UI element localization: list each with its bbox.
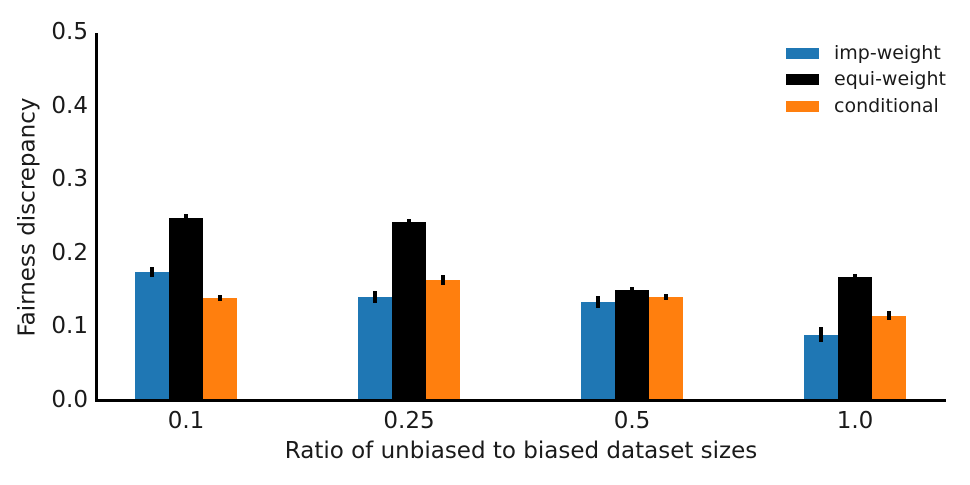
error-bar	[596, 296, 600, 309]
error-bar	[630, 286, 634, 293]
legend-item-imp-weight: imp-weight	[786, 43, 941, 63]
error-bar	[441, 275, 445, 286]
y-axis-label: Fairness discrepancy	[14, 97, 41, 337]
x-tick-label: 1.0	[836, 408, 874, 434]
legend-label: equi-weight	[834, 68, 946, 90]
bar-imp-weight	[581, 302, 615, 401]
legend-item-equi-weight: equi-weight	[786, 70, 946, 90]
legend-swatch-icon	[786, 74, 819, 85]
error-bar	[373, 291, 377, 304]
x-axis-label: Ratio of unbiased to biased dataset size…	[284, 438, 758, 464]
bar-equi-weight	[838, 277, 872, 401]
x-tick-label: 0.1	[167, 408, 205, 434]
y-tick-label: 0.2	[51, 239, 88, 266]
error-bar	[150, 267, 154, 278]
error-bar	[853, 274, 857, 281]
error-bar	[887, 311, 891, 321]
y-tick-label: 0.5	[51, 19, 88, 46]
bar-imp-weight	[358, 297, 392, 401]
error-bar	[664, 294, 668, 301]
legend-swatch-icon	[786, 47, 819, 59]
bar-conditional	[426, 280, 460, 401]
bar-conditional	[872, 315, 906, 401]
bar-conditional	[649, 297, 683, 401]
bar-conditional	[203, 297, 237, 401]
error-bar	[184, 214, 188, 222]
bar-equi-weight	[392, 222, 426, 401]
x-tick-label: 0.5	[613, 408, 651, 434]
legend-label: conditional	[834, 94, 939, 117]
x-tick-label: 0.25	[383, 408, 435, 434]
x-axis-spine	[95, 399, 946, 402]
bar-imp-weight	[135, 272, 169, 401]
legend-item-conditional: conditional	[786, 96, 939, 116]
legend-label: imp-weight	[834, 41, 941, 64]
y-tick-label: 0.0	[51, 387, 88, 414]
bar-equi-weight	[169, 217, 203, 401]
y-tick-label: 0.4	[51, 92, 88, 119]
error-bar	[819, 327, 823, 343]
y-tick-label: 0.3	[51, 166, 88, 193]
error-bar	[218, 295, 222, 301]
bar-imp-weight	[804, 334, 838, 401]
y-tick-label: 0.1	[51, 313, 88, 340]
y-axis-spine	[95, 33, 98, 402]
legend-swatch-icon	[786, 100, 819, 112]
error-bar	[407, 219, 411, 226]
bar-equi-weight	[615, 289, 649, 401]
